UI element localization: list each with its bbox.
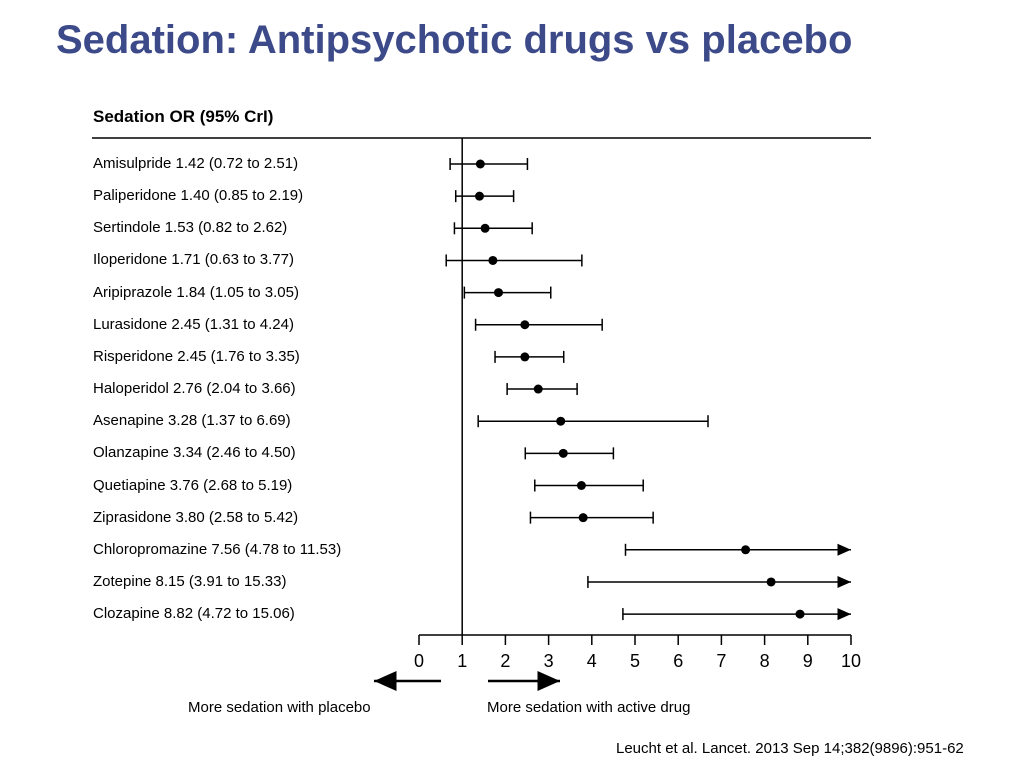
point-estimate — [475, 159, 485, 169]
row-label: Olanzapine 3.34 (2.46 to 4.50) — [93, 444, 296, 462]
row-label: Chloropromazine 7.56 (4.78 to 11.53) — [93, 540, 342, 558]
row-label: Zotepine 8.15 (3.91 to 15.33) — [93, 572, 287, 590]
x-tick-label: 10 — [841, 651, 861, 671]
row-label: Iloperidone 1.71 (0.63 to 3.77) — [93, 251, 294, 269]
citation: Leucht et al. Lancet. 2013 Sep 14;382(98… — [616, 740, 964, 757]
row-label: Quetiapine 3.76 (2.68 to 5.19) — [93, 476, 293, 494]
x-tick-label: 8 — [760, 651, 770, 671]
row-label: Asenapine 3.28 (1.37 to 6.69) — [93, 412, 291, 430]
row-label: Clozapine 8.82 (4.72 to 15.06) — [93, 605, 295, 623]
point-estimate — [766, 577, 776, 587]
point-estimate — [520, 320, 530, 330]
point-estimate — [488, 255, 498, 265]
point-estimate — [795, 609, 805, 619]
row-label: Sertindole 1.53 (0.82 to 2.62) — [93, 219, 288, 237]
point-estimate — [741, 545, 751, 555]
point-estimate — [493, 288, 503, 298]
point-estimate — [558, 448, 568, 458]
row-label: Ziprasidone 3.80 (2.58 to 5.42) — [93, 508, 299, 526]
point-estimate — [578, 513, 588, 523]
slide-title: Sedation: Antipsychotic drugs vs placebo — [56, 18, 853, 62]
point-estimate — [480, 223, 490, 233]
point-estimate — [474, 191, 484, 201]
point-estimate — [520, 352, 530, 362]
row-label: Lurasidone 2.45 (1.31 to 4.24) — [93, 315, 294, 333]
point-estimate — [576, 481, 586, 490]
point-estimate — [556, 416, 566, 426]
left-direction-label: More sedation with placebo — [188, 699, 371, 716]
row-label: Haloperidol 2.76 (2.04 to 3.66) — [93, 380, 296, 398]
x-tick-label: 5 — [630, 651, 640, 671]
x-tick-label: 0 — [414, 651, 424, 671]
x-tick-label: 9 — [803, 651, 813, 671]
right-direction-label: More sedation with active drug — [487, 699, 691, 716]
x-tick-label: 1 — [457, 651, 467, 671]
x-tick-label: 7 — [716, 651, 726, 671]
row-label: Aripiprazole 1.84 (1.05 to 3.05) — [93, 283, 299, 301]
x-tick-label: 3 — [544, 651, 554, 671]
x-tick-label: 6 — [673, 651, 683, 671]
row-label: Risperidone 2.45 (1.76 to 3.35) — [93, 347, 300, 365]
row-label: Amisulpride 1.42 (0.72 to 2.51) — [93, 155, 299, 172]
column-header: Sedation OR (95% CrI) — [93, 107, 274, 126]
row-label: Paliperidone 1.40 (0.85 to 2.19) — [93, 187, 304, 205]
point-estimate — [533, 384, 543, 394]
x-tick-label: 2 — [500, 651, 510, 671]
x-tick-label: 4 — [587, 651, 597, 671]
